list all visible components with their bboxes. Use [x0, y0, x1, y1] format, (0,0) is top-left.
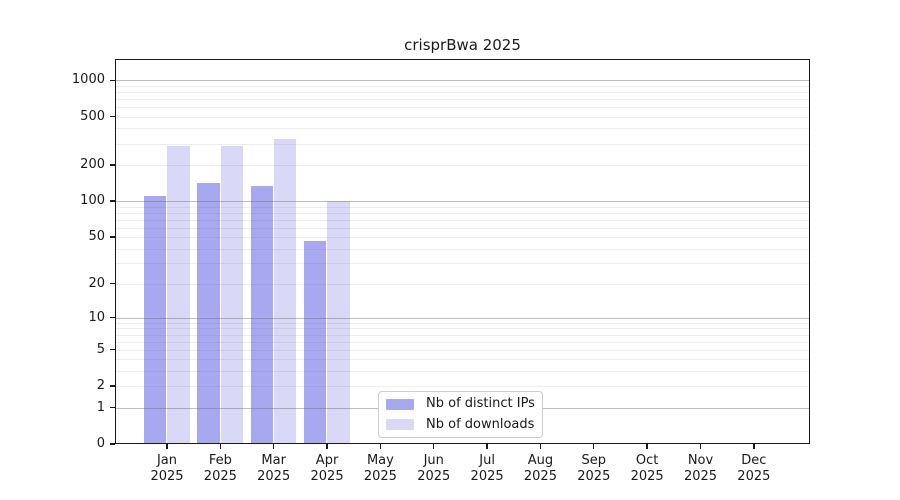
legend-swatch-downloads	[386, 419, 414, 431]
legend-item-downloads: Nb of downloads	[386, 417, 534, 434]
gridline-minor-400	[116, 128, 809, 130]
x-tick-jul	[486, 444, 488, 449]
y-tick-label-10: 10	[88, 309, 105, 325]
x-tick-may	[379, 444, 382, 449]
x-tick-jan	[166, 444, 168, 449]
bar-distinct-ips-feb	[197, 182, 220, 444]
y-tick-200	[109, 164, 115, 166]
x-tick-label-nov: Nov 2025	[683, 453, 718, 484]
gridline-minor-500	[116, 116, 809, 118]
bar-downloads-mar	[273, 138, 297, 444]
y-tick-1	[109, 406, 115, 409]
x-tick-feb	[219, 444, 222, 449]
x-tick-label-mar: Mar 2025	[257, 453, 291, 484]
gridline-minor-300	[116, 143, 809, 145]
y-tick-100	[109, 200, 115, 202]
bar-downloads-feb	[220, 146, 243, 444]
x-tick-label-sep: Sep 2025	[577, 453, 611, 484]
y-tick-5	[109, 348, 115, 351]
legend-label-distinct-ips: Nb of distinct IPs	[426, 396, 535, 412]
y-tick-500	[109, 116, 115, 118]
y-tick-10	[109, 317, 115, 319]
y-tick-label-50: 50	[88, 229, 105, 245]
x-tick-mar	[273, 444, 275, 449]
y-tick-label-0: 0	[96, 436, 105, 451]
y-tick-label-200: 200	[80, 156, 105, 172]
gridline-minor-600	[116, 107, 809, 109]
x-tick-sep	[593, 444, 595, 449]
y-tick-2	[109, 385, 115, 387]
x-tick-nov	[699, 444, 702, 449]
x-tick-apr	[326, 444, 328, 449]
x-tick-label-jun: Jun 2025	[417, 453, 451, 484]
x-tick-label-dec: Dec 2025	[737, 453, 771, 484]
legend-swatch-distinct-ips	[386, 398, 414, 410]
bar-distinct-ips-jan	[143, 196, 167, 444]
y-tick-label-2: 2	[96, 378, 105, 394]
y-tick-label-500: 500	[80, 108, 105, 124]
gridline-major-1000	[116, 80, 809, 82]
y-tick-label-1: 1	[96, 399, 105, 415]
y-tick-20	[109, 283, 115, 285]
bar-downloads-jan	[167, 145, 190, 444]
y-tick-label-5: 5	[96, 341, 105, 357]
y-tick-label-1000: 1000	[71, 72, 105, 88]
bar-downloads-apr	[327, 200, 350, 444]
bar-distinct-ips-apr	[303, 241, 327, 444]
x-tick-dec	[753, 444, 755, 449]
x-tick-label-jan: Jan 2025	[150, 453, 184, 484]
x-tick-jun	[433, 444, 435, 449]
x-tick-oct	[646, 444, 648, 449]
x-tick-label-feb: Feb 2025	[203, 453, 237, 484]
y-tick-50	[109, 236, 115, 238]
legend: Nb of distinct IPs Nb of downloads	[378, 391, 543, 438]
bar-distinct-ips-mar	[250, 185, 273, 444]
x-tick-label-jul: Jul 2025	[470, 453, 504, 484]
y-tick-label-20: 20	[88, 275, 105, 291]
x-tick-aug	[539, 444, 542, 449]
x-tick-label-oct: Oct 2025	[630, 453, 664, 484]
y-tick-label-100: 100	[80, 193, 105, 209]
gridline-minor-700	[116, 99, 809, 101]
gridline-minor-900	[116, 85, 809, 87]
y-tick-0	[109, 443, 115, 445]
legend-label-downloads: Nb of downloads	[426, 416, 535, 432]
chart-title: crisprBwa 2025	[404, 36, 521, 54]
x-tick-label-apr: Apr 2025	[310, 453, 344, 484]
legend-item-distinct-ips: Nb of distinct IPs	[386, 396, 535, 413]
x-tick-label-may: May 2025	[363, 453, 397, 484]
gridline-minor-800	[116, 92, 809, 94]
x-tick-label-aug: Aug 2025	[523, 453, 557, 484]
y-tick-1000	[109, 79, 115, 82]
